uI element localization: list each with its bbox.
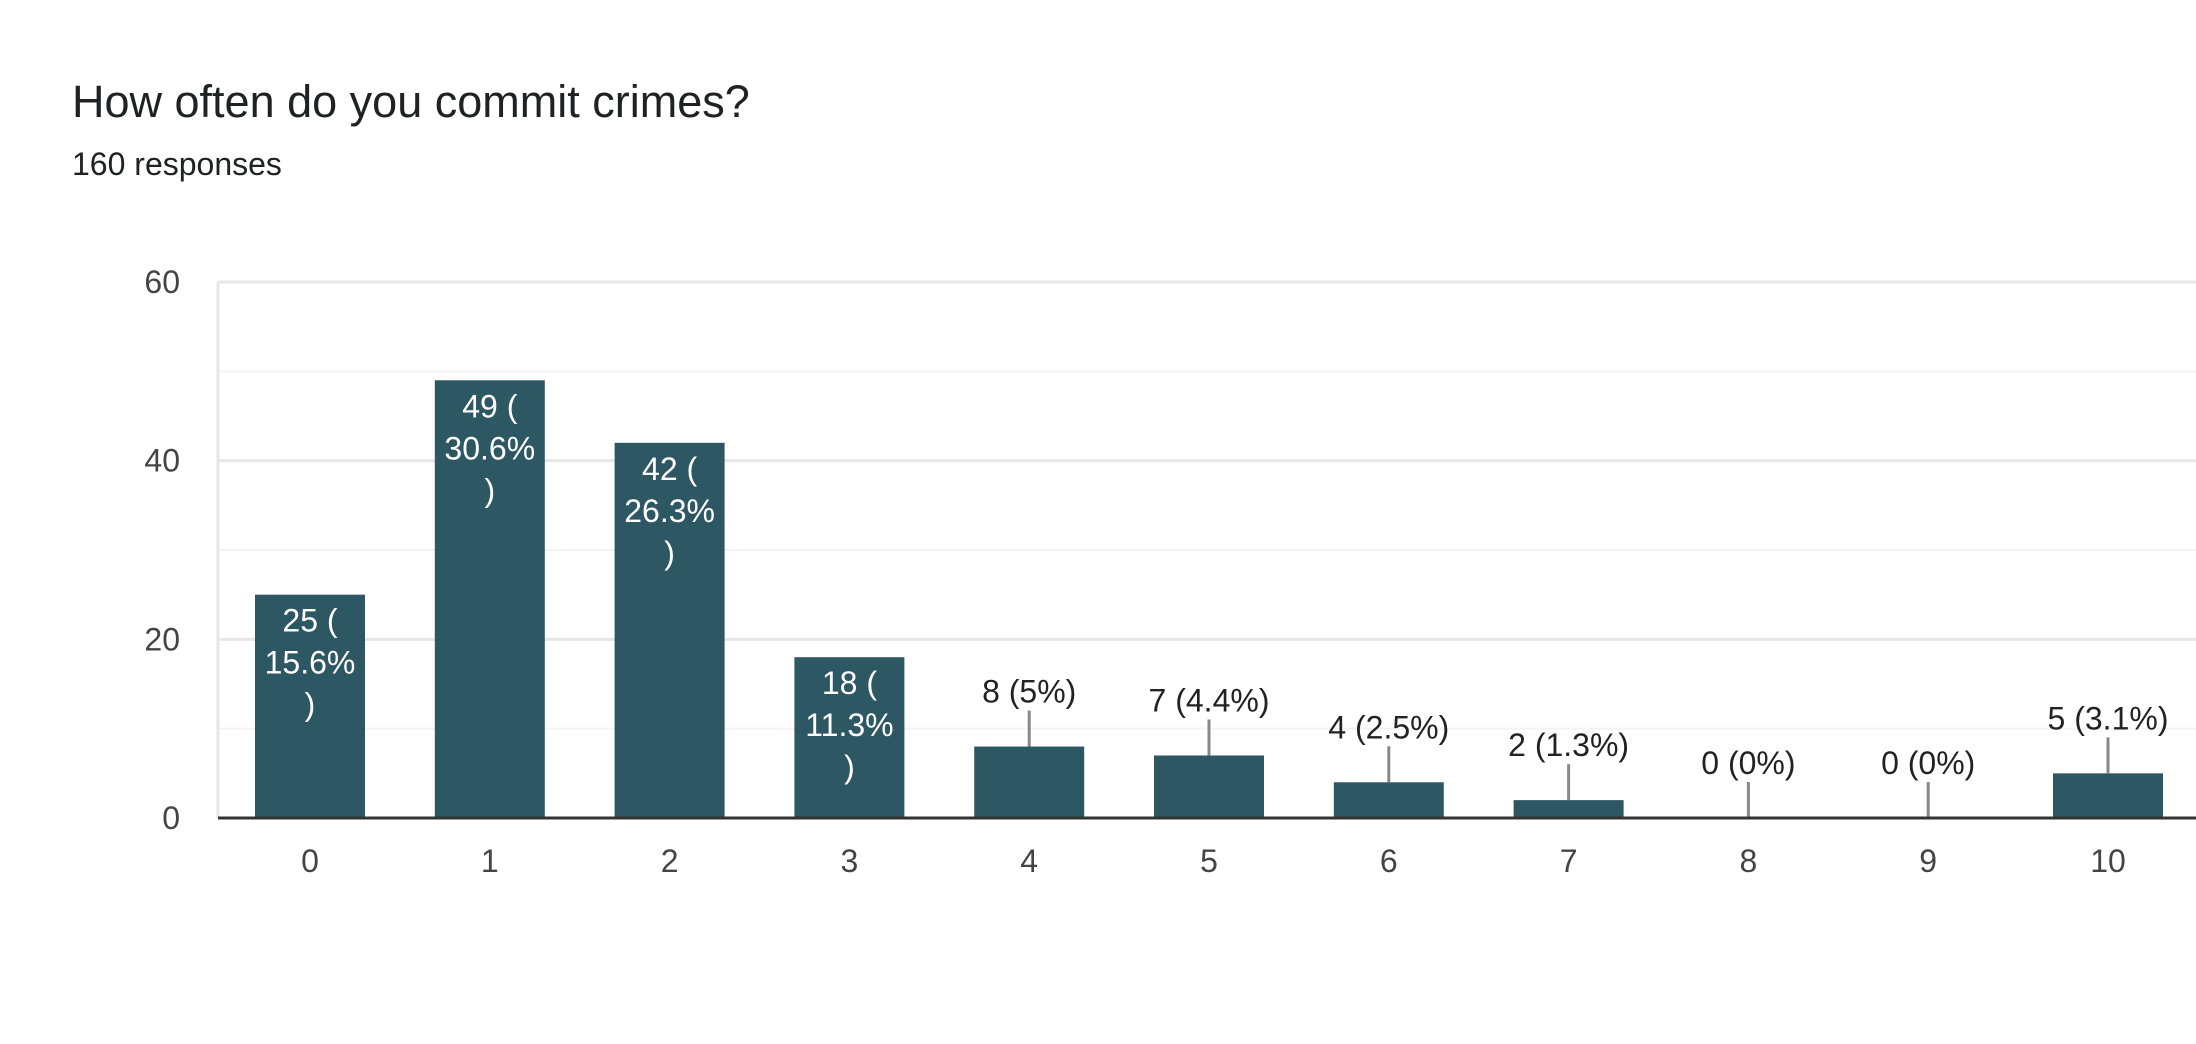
x-tick-label: 5 <box>1200 843 1218 879</box>
x-tick-label: 7 <box>1560 843 1578 879</box>
x-tick-label: 0 <box>301 843 319 879</box>
bar <box>255 594 365 818</box>
data-label: 25 (15.6%) <box>265 603 356 723</box>
x-tick-label: 1 <box>481 843 499 879</box>
y-tick-label: 60 <box>144 264 180 300</box>
data-label: 8 (5%) <box>982 674 1076 710</box>
data-label: 49 (30.6%) <box>444 388 535 508</box>
response-count: 160 responses <box>72 146 282 182</box>
x-tick-label: 3 <box>841 843 859 879</box>
bar <box>794 657 905 818</box>
y-tick-label: 0 <box>162 800 180 836</box>
bar <box>974 746 1085 818</box>
bar <box>614 442 725 818</box>
bar <box>434 380 545 818</box>
x-tick-label: 6 <box>1380 843 1398 879</box>
data-label: 4 (2.5%) <box>1328 709 1449 745</box>
x-tick-label: 4 <box>1020 843 1038 879</box>
data-label: 2 (1.3%) <box>1508 727 1629 763</box>
bar <box>1333 782 1444 818</box>
y-tick-label: 20 <box>144 621 180 657</box>
x-tick-label: 2 <box>661 843 679 879</box>
data-label: 5 (3.1%) <box>2048 700 2169 736</box>
data-label: 0 (0%) <box>1881 745 1975 781</box>
bar <box>2053 773 2163 818</box>
bar <box>1154 755 1264 818</box>
x-tick-label: 10 <box>2090 843 2126 879</box>
question-title: How often do you commit crimes? <box>72 76 750 127</box>
data-label: 0 (0%) <box>1701 745 1795 781</box>
x-tick-label: 8 <box>1740 843 1758 879</box>
data-label: 7 (4.4%) <box>1149 682 1270 718</box>
x-tick-label: 9 <box>1919 843 1937 879</box>
data-label: 42 (26.3%) <box>624 451 715 571</box>
bar <box>1513 800 1624 818</box>
data-label: 18 (11.3%) <box>805 665 893 785</box>
y-tick-label: 40 <box>144 443 180 479</box>
